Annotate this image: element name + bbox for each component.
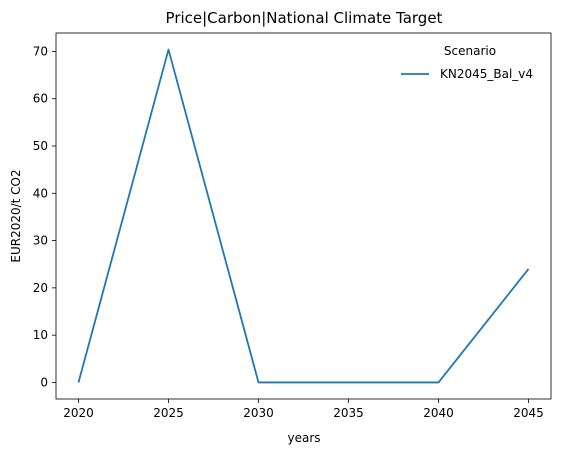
y-tick-label: 10 (33, 328, 48, 342)
x-tick-label: 2045 (513, 406, 544, 420)
x-axis: 2020 2025 2030 2035 2040 2045 (63, 399, 544, 420)
x-tick-label: 2030 (243, 406, 274, 420)
y-tick-label: 70 (33, 44, 48, 58)
legend-label-kn2045-bal-v4: KN2045_Bal_v4 (440, 67, 533, 81)
y-tick-label: 50 (33, 139, 48, 153)
x-tick-label: 2040 (423, 406, 454, 420)
plot-area (55, 32, 552, 400)
y-tick-label: 20 (33, 281, 48, 295)
series-layer (77, 48, 530, 384)
y-tick-label: 40 (33, 186, 48, 200)
x-tick-label: 2035 (333, 406, 364, 420)
x-tick-label: 2020 (63, 406, 94, 420)
chart-title: Price|Carbon|National Climate Target (166, 9, 443, 27)
y-tick-label: 30 (33, 234, 48, 248)
y-axis: 0 10 20 30 40 50 60 70 (33, 44, 56, 389)
x-axis-label: years (287, 431, 320, 445)
legend-title: Scenario (444, 44, 496, 58)
series-line-kn2045-bal-v4 (77, 48, 530, 384)
x-tick-label: 2025 (153, 406, 184, 420)
y-tick-label: 0 (40, 375, 48, 389)
y-axis-label: EUR2020/t CO2 (9, 169, 23, 262)
y-tick-label: 60 (33, 92, 48, 106)
legend: Scenario KN2045_Bal_v4 (401, 44, 533, 81)
